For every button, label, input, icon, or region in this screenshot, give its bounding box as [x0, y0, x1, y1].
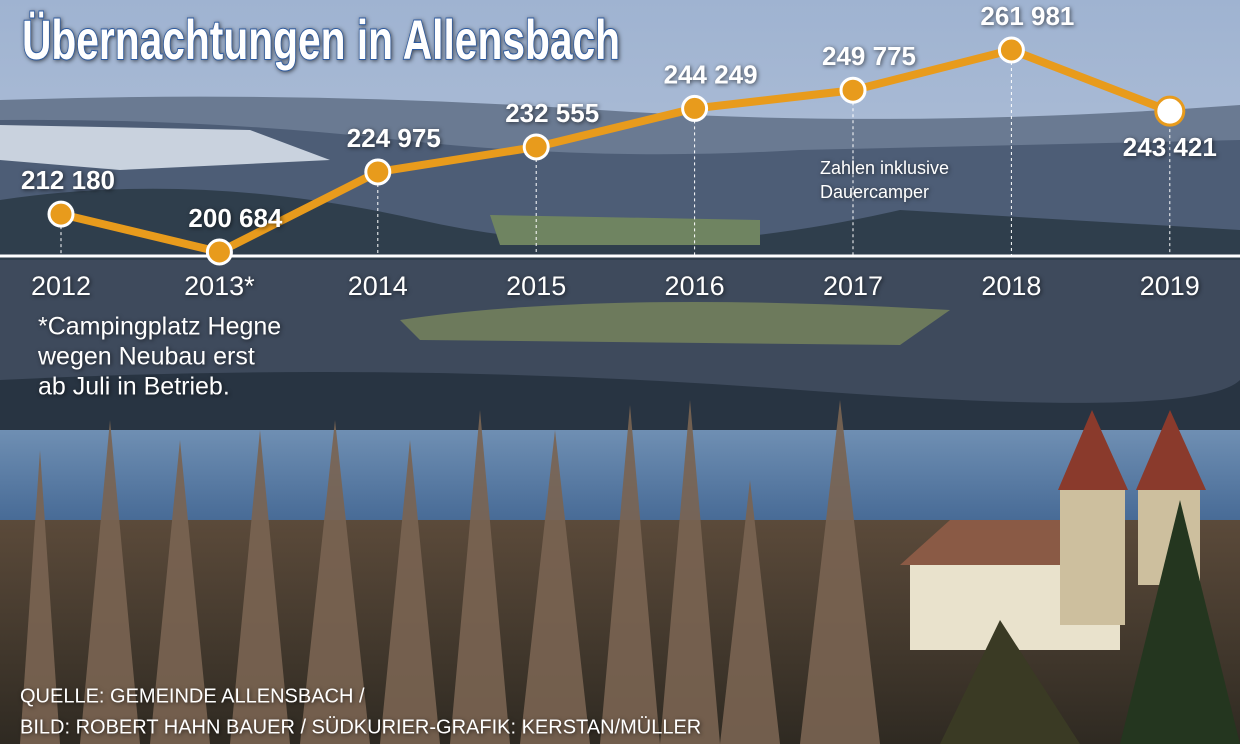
- data-label: 249 775: [822, 41, 916, 71]
- footnote: ab Juli in Betrieb.: [38, 373, 230, 401]
- annotation: Dauercamper: [820, 182, 929, 202]
- data-label: 243 421: [1123, 132, 1217, 162]
- x-tick-label: 2016: [665, 271, 725, 301]
- data-point: [522, 133, 550, 161]
- data-label: 200 684: [188, 203, 283, 233]
- x-tick-label: 2019: [1140, 271, 1200, 301]
- data-point: [997, 36, 1025, 64]
- data-point: [1154, 95, 1186, 127]
- chart-title: Übernachtungen in Allensbach: [22, 8, 620, 71]
- annotation: Zahlen inklusive: [820, 158, 949, 178]
- x-tick-label: 2018: [981, 271, 1041, 301]
- data-label: 212 180: [21, 165, 115, 195]
- data-label: 224 975: [347, 123, 441, 153]
- data-point: [205, 238, 233, 266]
- data-point: [47, 200, 75, 228]
- data-point: [839, 76, 867, 104]
- x-tick-label: 2013*: [184, 271, 255, 301]
- x-tick-label: 2017: [823, 271, 883, 301]
- footnote: *Campingplatz Hegne: [38, 313, 281, 341]
- x-tick-label: 2014: [348, 271, 408, 301]
- data-label: 244 249: [664, 59, 758, 89]
- footnote: wegen Neubau erst: [37, 343, 255, 371]
- x-tick-label: 2015: [506, 271, 566, 301]
- data-point: [681, 94, 709, 122]
- data-label: 261 981: [980, 1, 1074, 31]
- source: QUELLE: GEMEINDE ALLENSBACH /: [20, 685, 365, 707]
- source: BILD: ROBERT HAHN BAUER / SÜDKURIER-GRAF…: [20, 716, 701, 738]
- data-label: 232 555: [505, 98, 599, 128]
- x-tick-label: 2012: [31, 271, 91, 301]
- data-line: [60, 46, 1172, 256]
- data-point: [364, 158, 392, 186]
